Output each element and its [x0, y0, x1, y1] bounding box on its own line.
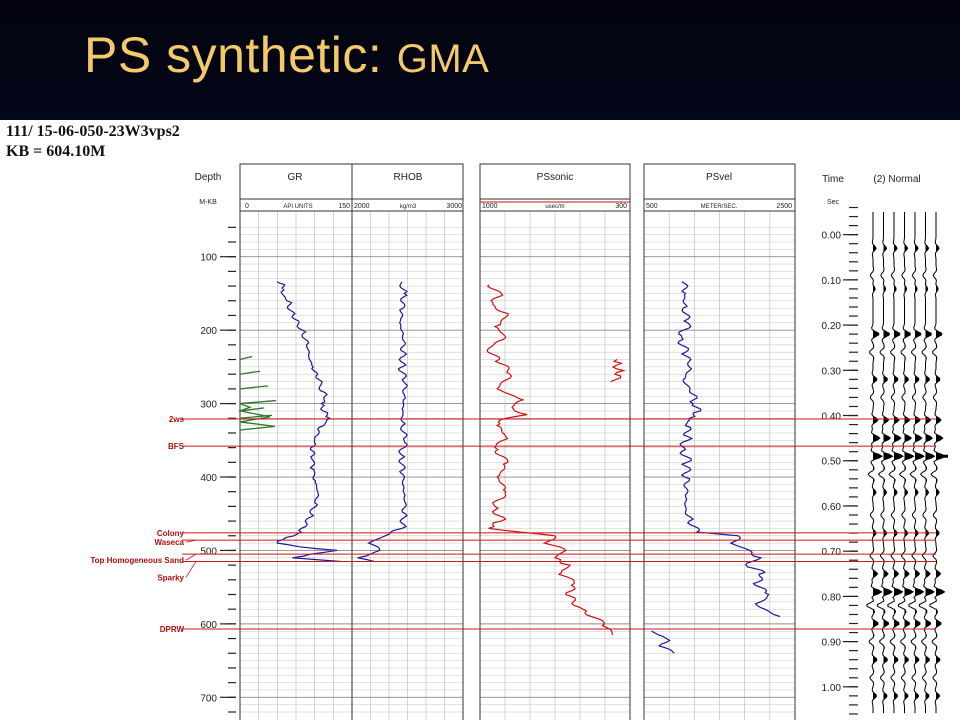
synthetic-trace [897, 212, 915, 714]
marker-label: 2ws [169, 415, 185, 424]
rhob-unit: kg/m3 [400, 204, 417, 210]
depth-tick-label: 600 [200, 620, 217, 631]
marker-label: Colony [157, 529, 185, 538]
rhob-track-title: RHOB [394, 172, 423, 183]
pssonic-curve [486, 284, 614, 636]
slide-title-main: PS synthetic: [84, 27, 397, 83]
slide-title: PS synthetic: GMA [84, 26, 489, 84]
pssonic-unit: usec/m [545, 204, 564, 210]
gr-track-title: GR [288, 172, 303, 183]
track-frames [239, 163, 796, 720]
time-axis: 0.00 0.10 0.20 0.30 0.40 0.50 0.60 0.70 0.80 0.90… [822, 206, 858, 715]
gr-unit: API UNITS [283, 204, 312, 210]
synthetic-trace [876, 212, 894, 714]
marker-leader [185, 539, 197, 543]
marker-label: Waseca [155, 538, 185, 547]
well-log-panel: Depth M-KB GR 0 API UNITS 150 RHOB 2000 … [0, 120, 960, 720]
marker-label: Sparky [157, 573, 184, 582]
kb-elevation: KB = 604.10M [6, 143, 106, 160]
rhob-track-frame [351, 163, 464, 720]
depth-tick-label: 300 [200, 400, 217, 411]
lithology-flag [239, 385, 269, 390]
time-tick-label: 0.20 [822, 321, 842, 332]
marker-label: BFS [168, 442, 185, 451]
psvel-track-title: PSvel [706, 172, 732, 183]
pssonic-scale-right: 300 [615, 203, 627, 210]
synthetic-trace [866, 212, 883, 714]
well-log-chart: Depth M-KB GR 0 API UNITS 150 RHOB 2000 … [90, 163, 948, 720]
synthetic-trace [908, 212, 925, 714]
depth-tick-label: 400 [200, 473, 217, 484]
time-tick-label: 0.90 [822, 638, 842, 649]
time-tick-label: 1.00 [822, 683, 842, 694]
synthetic-trace [929, 212, 946, 714]
synthetic-trace [887, 212, 904, 714]
lithology-flag [239, 407, 265, 412]
log-curves [237, 281, 781, 654]
gr-scale-right: 150 [338, 203, 350, 210]
marker-leader [185, 553, 197, 561]
well-id: 111/ 15-06-050-23W3vps2 [6, 123, 180, 140]
time-tick-label: 0.10 [822, 276, 842, 287]
rhob-scale-left: 2000 [354, 203, 370, 210]
time-unit: Sec [827, 199, 840, 206]
track-grids [240, 211, 795, 720]
psvel-curve [651, 630, 675, 654]
psvel-track-frame [643, 163, 796, 720]
marker-label: DPRW [160, 625, 185, 634]
depth-unit: M-KB [199, 199, 217, 206]
time-tick-label: 0.80 [822, 592, 842, 603]
synthetic-seismogram [866, 212, 948, 714]
pssonic-scale-left: 1000 [482, 203, 498, 210]
synthetic-label: (2) Normal [873, 174, 920, 185]
depth-axis: 100 200 300 400 500 600 700 [200, 226, 236, 713]
slide-title-sub: GMA [396, 37, 490, 81]
psvel-curve [677, 281, 781, 618]
time-tick-label: 0.50 [822, 457, 842, 468]
time-header: Time [822, 174, 844, 185]
pssonic-curve [610, 358, 626, 383]
rhob-scale-right: 3000 [446, 203, 462, 210]
gr-scale-left: 0 [245, 203, 249, 210]
gr-curve [276, 281, 341, 563]
depth-tick-label: 200 [200, 326, 217, 337]
depth-tick-label: 100 [200, 253, 217, 264]
pssonic-track-frame [479, 163, 631, 720]
time-tick-label: 0.70 [822, 547, 842, 558]
psvel-unit: METER/SEC. [701, 204, 738, 210]
lithology-curve [237, 402, 276, 431]
pssonic-track-title: PSsonic [537, 172, 574, 183]
time-tick-label: 0.60 [822, 502, 842, 513]
time-tick-label: 0.40 [822, 412, 842, 423]
depth-header: Depth [195, 172, 222, 183]
lithology-flag [239, 370, 261, 375]
psvel-scale-right: 2500 [776, 203, 792, 210]
lithology-flag [239, 355, 253, 361]
depth-tick-label: 700 [200, 693, 217, 704]
psvel-scale-left: 500 [646, 203, 658, 210]
lithology-flag [239, 399, 277, 405]
time-tick-label: 0.00 [822, 231, 842, 242]
rhob-curve [357, 281, 409, 563]
synthetic-trace [918, 212, 936, 714]
time-tick-label: 0.30 [822, 366, 842, 377]
marker-label: Top Homogeneous Sand [90, 556, 184, 565]
depth-tick-label: 500 [200, 546, 217, 557]
marker-leader [185, 561, 197, 578]
well-info: 111/ 15-06-050-23W3vps2 KB = 604.10M [6, 122, 180, 162]
